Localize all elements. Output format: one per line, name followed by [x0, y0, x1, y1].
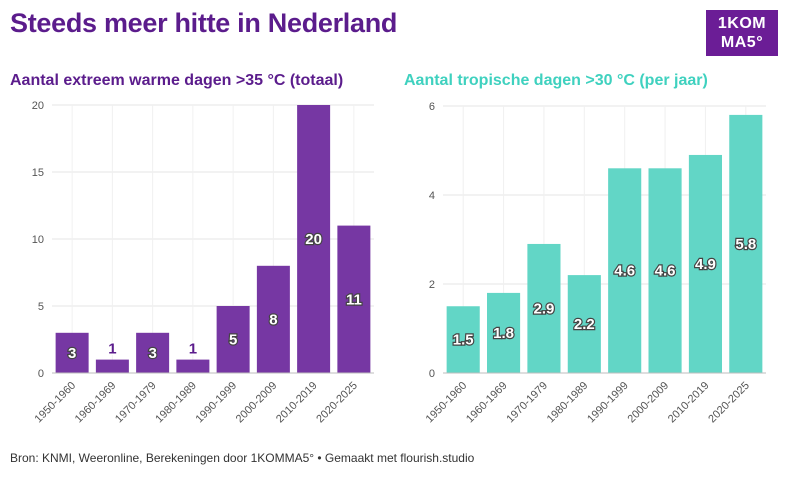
tropical-bar-1950-1960[interactable] [446, 306, 480, 373]
x-tick-label: 2010-2019 [274, 380, 320, 426]
chart-title: Steeds meer hitte in Nederland [10, 8, 398, 38]
y-tick-label: 4 [429, 190, 435, 202]
brand-logo: 1KOM MA5° [706, 10, 778, 56]
extreme-bar-1950-1960[interactable] [55, 332, 89, 373]
extreme-data-label: 3 [68, 345, 76, 362]
extreme-bar-1960-1969[interactable] [95, 359, 129, 373]
extreme-data-label: 11 [346, 291, 362, 308]
tropical-bar-2010-2019[interactable] [688, 154, 722, 373]
y-tick-label: 10 [32, 234, 44, 246]
x-tick-label: 1950-1960 [424, 380, 470, 426]
extreme-bar-2000-2009[interactable] [256, 265, 290, 373]
tropical-bar-2000-2009[interactable] [648, 168, 682, 373]
tropical-bar-1980-1989[interactable] [567, 275, 601, 373]
left-chart-title: Aantal extreem warme dagen >35 °C (totaa… [10, 72, 344, 89]
extreme-data-label: 8 [269, 311, 277, 328]
tropical-data-label: 4.6 [614, 263, 635, 280]
x-tick-label: 1990-1999 [585, 380, 631, 426]
x-tick-label: 2010-2019 [666, 380, 712, 426]
x-tick-label: 1980-1989 [545, 380, 591, 426]
tropical-data-label: 2.9 [534, 300, 555, 317]
tropical-bar-1970-1979[interactable] [527, 243, 561, 373]
extreme-data-label: 5 [229, 332, 237, 349]
y-tick-label: 2 [429, 279, 435, 291]
x-tick-label: 1960-1969 [73, 380, 119, 426]
extreme-bar-1980-1989[interactable] [176, 359, 210, 373]
extreme-bar-1970-1979[interactable] [136, 332, 170, 373]
y-tick-label: 0 [429, 368, 435, 380]
source-note: Bron: KNMI, Weeronline, Berekeningen doo… [10, 451, 475, 465]
x-tick-label: 2000-2009 [625, 380, 671, 426]
x-tick-label: 1990-1999 [194, 380, 240, 426]
y-tick-label: 15 [32, 167, 44, 179]
tropical-data-label: 4.6 [655, 263, 676, 280]
x-tick-label: 1950-1960 [33, 380, 79, 426]
x-tick-label: 2020-2025 [706, 380, 752, 426]
right-chart-title: Aantal tropische dagen >30 °C (per jaar) [404, 72, 708, 89]
extreme-data-label: 20 [305, 231, 322, 248]
x-tick-label: 1970-1979 [113, 380, 159, 426]
tropical-data-label: 2.2 [574, 316, 595, 333]
extreme-data-label: 1 [189, 341, 197, 358]
tropical-days-chart: 0 2 4 6 1.5 1950-1960 1.8 1960-1969 2.9 1970-1979… [424, 101, 766, 426]
extreme-bar-2020-2025[interactable] [337, 225, 371, 373]
tropical-data-label: 4.9 [695, 256, 716, 273]
extreme-data-label: 1 [108, 341, 116, 358]
extreme-bar-2010-2019[interactable] [297, 105, 331, 373]
tropical-data-label: 5.8 [735, 236, 756, 253]
tropical-bar-1990-1999[interactable] [608, 168, 642, 373]
tropical-bar-1960-1969[interactable] [487, 292, 521, 373]
tropical-data-label: 1.5 [453, 332, 474, 349]
extreme-heat-days-chart: 0510152031950-196011960-196931970-197911… [32, 100, 374, 426]
extreme-bar-1990-1999[interactable] [216, 306, 250, 373]
y-tick-label: 6 [429, 101, 435, 113]
extreme-data-label: 3 [148, 345, 156, 362]
x-tick-label: 1970-1979 [504, 380, 550, 426]
x-tick-label: 1980-1989 [153, 380, 199, 426]
tropical-bar-2020-2025[interactable] [729, 114, 763, 374]
logo-line-1: 1KOM [717, 15, 767, 32]
y-tick-label: 5 [38, 301, 44, 313]
y-tick-label: 0 [38, 368, 44, 380]
logo-line-2: MA5° [720, 34, 764, 51]
x-tick-label: 2000-2009 [234, 380, 280, 426]
x-tick-label: 1960-1969 [464, 380, 510, 426]
y-tick-label: 20 [32, 100, 44, 112]
x-tick-label: 2020-2025 [314, 380, 360, 426]
tropical-data-label: 1.8 [493, 325, 514, 342]
